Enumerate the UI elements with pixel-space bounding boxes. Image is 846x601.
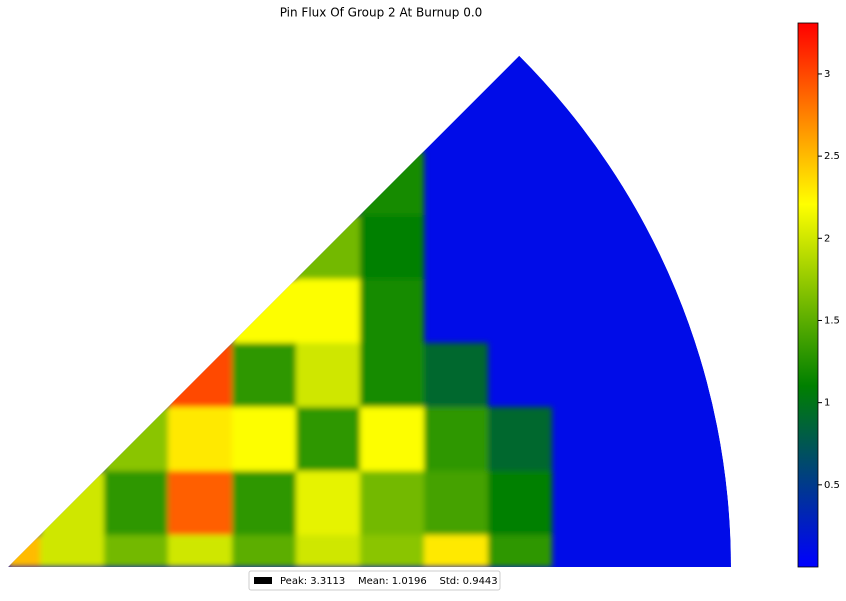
- assembly: [296, 535, 360, 567]
- assembly: [232, 535, 296, 567]
- assembly: [168, 535, 232, 567]
- assembly: [360, 471, 424, 535]
- assembly: [232, 279, 296, 343]
- colorbar: [797, 22, 819, 568]
- assembly: [360, 215, 424, 279]
- assembly: [360, 407, 424, 471]
- assembly: [232, 407, 296, 471]
- colorbar-tick-label: 2.5: [824, 151, 840, 162]
- assembly: [296, 471, 360, 535]
- heatmap: [8, 55, 731, 568]
- assembly: [488, 471, 552, 535]
- assembly: [296, 279, 360, 343]
- assembly: [168, 343, 232, 407]
- legend-swatch: [254, 577, 272, 584]
- assembly: [8, 535, 40, 567]
- assembly: [424, 343, 488, 407]
- assembly: [360, 151, 424, 215]
- assembly: [488, 535, 552, 567]
- assembly: [232, 343, 296, 407]
- assembly: [296, 215, 360, 279]
- colorbar-tick-label: 1: [824, 398, 830, 409]
- assembly: [424, 407, 488, 471]
- legend-label: Peak: 3.3113 Mean: 1.0196 Std: 0.9443: [280, 576, 498, 587]
- assembly: [104, 535, 168, 567]
- colorbar-tick-label: 0.5: [824, 480, 840, 491]
- assembly: [488, 407, 552, 471]
- assembly: [168, 471, 232, 535]
- colorbar-tick-label: 3: [824, 69, 830, 80]
- assembly: [104, 407, 168, 471]
- assembly: [360, 343, 424, 407]
- assembly: [296, 343, 360, 407]
- assembly: [168, 407, 232, 471]
- assembly: [40, 535, 104, 567]
- assembly: [232, 471, 296, 535]
- assembly: [104, 471, 168, 535]
- colorbar-tick-label: 1.5: [824, 315, 840, 326]
- assembly: [360, 535, 424, 567]
- chart-title: Pin Flux Of Group 2 At Burnup 0.0: [280, 6, 483, 20]
- assembly: [424, 535, 488, 567]
- assembly: [360, 279, 424, 343]
- colorbar-tick-label: 2: [824, 233, 830, 244]
- legend: [248, 570, 501, 591]
- assembly: [296, 407, 360, 471]
- assembly: [40, 471, 104, 535]
- assembly: [424, 471, 488, 535]
